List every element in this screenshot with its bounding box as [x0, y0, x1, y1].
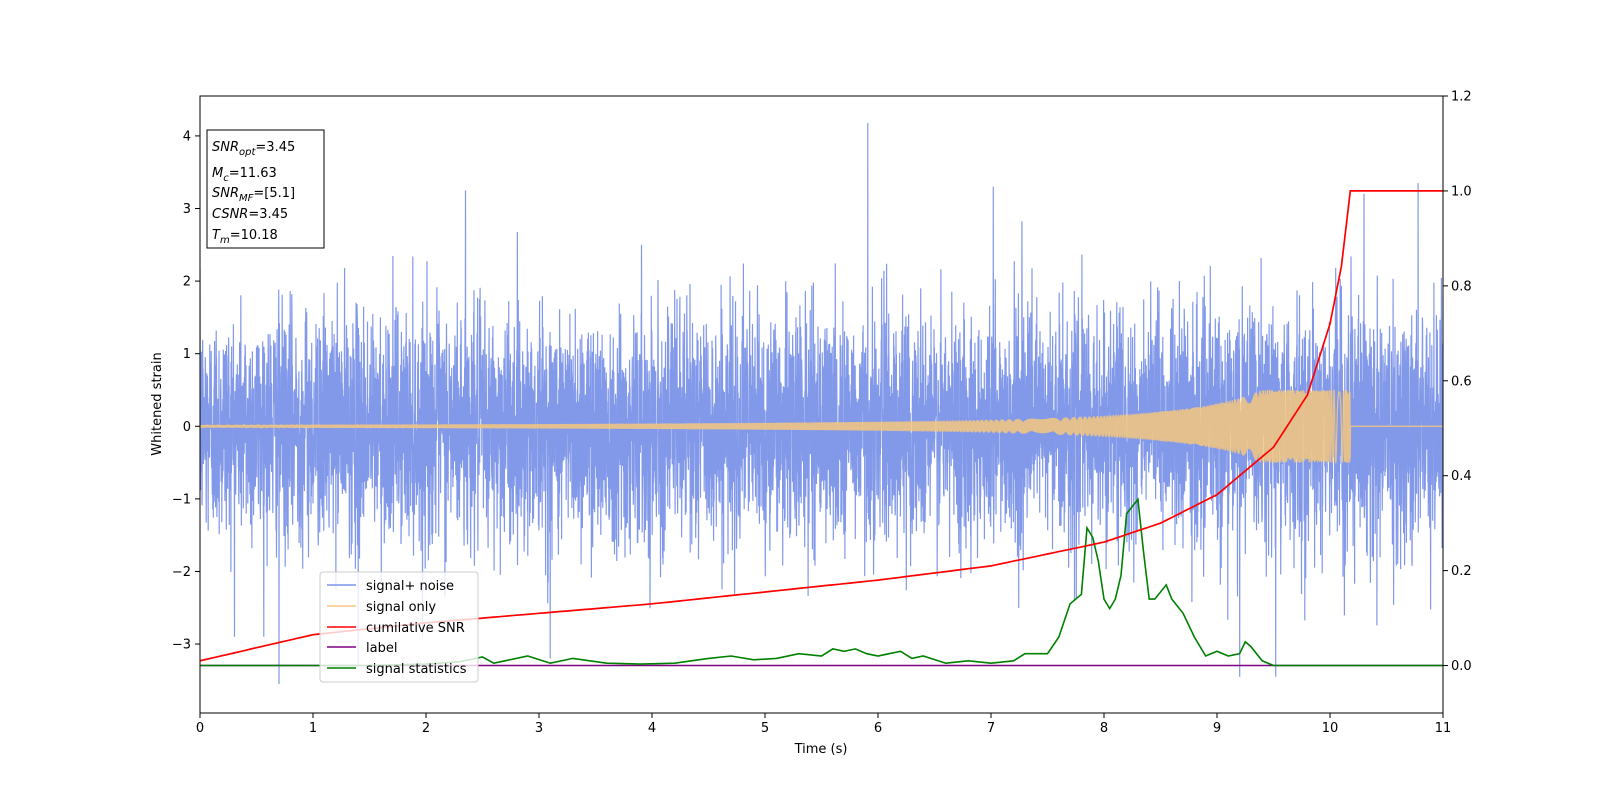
- x-tick-label: 9: [1213, 721, 1221, 736]
- legend-label-signal-statistics: signal statistics: [366, 662, 467, 677]
- x-axis: 0 1 2 3 4 5 6 7 8 9 10 11: [196, 713, 1451, 736]
- y-tick-label-left: 3: [183, 202, 191, 217]
- x-tick-label: 1: [309, 721, 317, 736]
- y-tick-label-right: 0.4: [1451, 469, 1472, 484]
- signal-noise-series: [200, 122, 1443, 685]
- signal-statistics-line: [200, 497, 1443, 667]
- y-tick-label-right: 0.8: [1451, 279, 1472, 294]
- y-tick-label-left: 1: [183, 347, 191, 362]
- legend-label-signal-noise: signal+ noise: [366, 579, 454, 594]
- legend-label-label: label: [366, 641, 397, 656]
- signal-noise-line: [200, 122, 1443, 685]
- y-axis-label-left: Whitened strain: [150, 352, 165, 455]
- y-tick-label-right: 0.2: [1451, 564, 1472, 579]
- stats-annotation-box: SNRopt=3.45 Mc=11.63 SNRMF=[5.1] CSNR=3.…: [206, 129, 325, 249]
- x-tick-label: 6: [874, 721, 882, 736]
- x-tick-label: 2: [422, 721, 430, 736]
- cumulative-snr-line: [200, 190, 1443, 662]
- snr-mf-text: SNRMF=[5.1]: [212, 186, 295, 204]
- x-tick-label: 3: [535, 721, 543, 736]
- snr-opt-text: SNRopt=3.45: [212, 140, 295, 158]
- tm-text: Tm=10.18: [212, 228, 278, 246]
- x-tick-label: 11: [1435, 721, 1452, 736]
- y-axis-right: 0.0 0.2 0.4 0.6 0.8 1.0 1.2: [1443, 90, 1472, 674]
- y-tick-label-right: 1.2: [1451, 90, 1472, 105]
- signal-only-line: [200, 389, 1443, 464]
- legend-label-signal-only: signal only: [366, 600, 436, 615]
- x-tick-label: 10: [1322, 721, 1339, 736]
- y-axis-left: −3 −2 −1 0 1 2 3 4: [172, 129, 200, 653]
- x-tick-label: 8: [1100, 721, 1108, 736]
- x-axis-label: Time (s): [794, 742, 848, 757]
- x-tick-label: 0: [196, 721, 204, 736]
- csnr-text: CSNR=3.45: [212, 207, 288, 222]
- x-tick-label: 4: [648, 721, 656, 736]
- mc-text: Mc=11.63: [212, 166, 277, 184]
- y-tick-label-right: 0.0: [1451, 659, 1472, 674]
- y-tick-label-left: −2: [172, 565, 191, 580]
- legend-label-cumulative-snr: cumilative SNR: [366, 621, 465, 636]
- y-tick-label-right: 0.6: [1451, 374, 1472, 389]
- y-tick-label-left: 4: [183, 129, 191, 144]
- legend: signal+ noise signal only cumilative SNR…: [319, 571, 479, 683]
- signal-only-series: [200, 389, 1443, 464]
- y-tick-label-left: 0: [183, 420, 191, 435]
- plot-frame: [199, 95, 1444, 714]
- y-tick-label-left: −1: [172, 492, 191, 507]
- y-tick-label-right: 1.0: [1451, 184, 1472, 199]
- x-tick-label: 5: [761, 721, 769, 736]
- x-tick-label: 7: [987, 721, 995, 736]
- y-tick-label-left: 2: [183, 275, 191, 290]
- y-tick-label-left: −3: [172, 638, 191, 653]
